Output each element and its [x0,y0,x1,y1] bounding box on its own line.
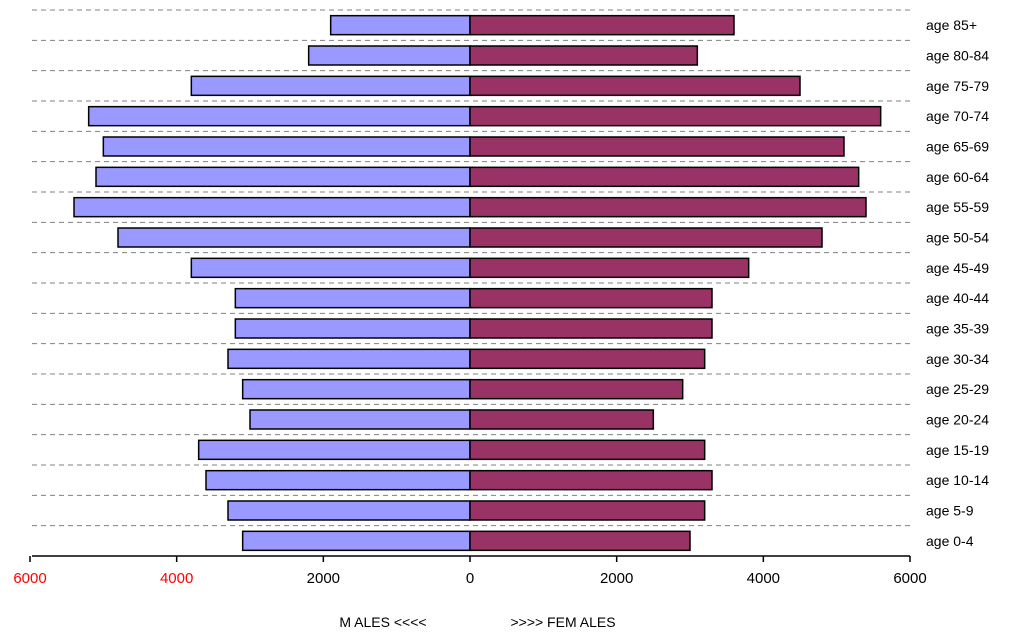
male-bar-age-10-14 [205,469,471,491]
category-label: age 55-59 [926,199,989,215]
female-bar-age-70-74 [469,105,882,127]
category-label: age 25-29 [926,381,989,397]
x-tick-label: 2000 [307,570,340,587]
category-label: age 0-4 [926,533,974,549]
female-bar-age-80-84 [469,45,699,66]
female-bar-age-5-9 [469,500,706,521]
female-bar-age-45-49 [469,257,750,279]
male-bar-age-50-54 [117,227,471,248]
female-bar-age-50-54 [469,227,823,248]
category-label: age 45-49 [926,260,989,276]
xlabel-right: >>>> FEM ALES [510,614,615,630]
category-label: age 80-84 [926,48,989,64]
male-bar-age-20-24 [249,409,471,430]
category-label: age 15-19 [926,442,989,458]
male-bar-age-25-29 [241,378,471,400]
male-bar-age-40-44 [234,287,471,309]
male-bar-age-30-34 [227,348,471,370]
female-bar-age-65-69 [469,136,845,157]
category-label: age 30-34 [926,351,989,367]
bars [73,14,882,552]
category-label: age 70-74 [926,108,989,124]
x-tick-label: 4000 [160,570,193,587]
male-bar-age-0-4 [241,530,471,552]
male-bar-age-75-79 [190,75,471,97]
male-bar-age-60-64 [95,166,471,188]
female-bar-age-60-64 [469,166,860,188]
category-label: age 85+ [926,17,977,33]
category-label: age 5-9 [926,503,974,519]
female-bar-age-15-19 [469,439,706,461]
male-bar-age-55-59 [73,196,471,218]
category-label: age 50-54 [926,230,989,246]
x-axis: 6000 4000 2000 0 2000 4000 6000 [13,555,927,587]
x-tick-label: 2000 [600,570,633,587]
male-bar-age-5-9 [227,500,471,521]
x-tick-label: 6000 [13,570,46,587]
male-bar-age-65-69 [102,136,471,157]
category-label: age 60-64 [926,169,989,185]
female-bar-age-20-24 [469,409,655,430]
female-bar-age-0-4 [469,530,691,552]
male-bar-age-45-49 [190,257,471,279]
male-bar-age-80-84 [307,45,471,66]
category-label: age 40-44 [926,290,989,306]
category-label: age 35-39 [926,321,989,337]
x-tick-label: 0 [466,570,474,587]
category-label: age 20-24 [926,412,989,428]
male-bar-age-15-19 [197,439,471,461]
category-labels: age 0-4 age 5-9 age 10-14 age 15-19 age 20-2… [926,17,989,549]
male-bar-age-70-74 [87,105,471,127]
x-tick-label: 4000 [747,570,780,587]
x-tick-label: 6000 [893,570,926,587]
female-bar-age-25-29 [469,378,684,400]
male-bar-age-35-39 [234,318,471,339]
female-bar-age-30-34 [469,348,706,370]
female-bar-age-75-79 [469,75,801,97]
category-label: age 65-69 [926,139,989,155]
category-label: age 10-14 [926,472,989,488]
category-label: age 75-79 [926,78,989,94]
female-bar-age-55-59 [469,196,867,218]
female-bar-age-10-14 [469,469,713,491]
gridlines [32,9,910,527]
female-bar-age-40-44 [469,287,713,309]
male-bar-age-85- [329,14,471,36]
female-bar-age-85- [469,14,735,36]
xlabel-left: M ALES <<<< [339,614,426,630]
female-bar-age-35-39 [469,318,713,339]
